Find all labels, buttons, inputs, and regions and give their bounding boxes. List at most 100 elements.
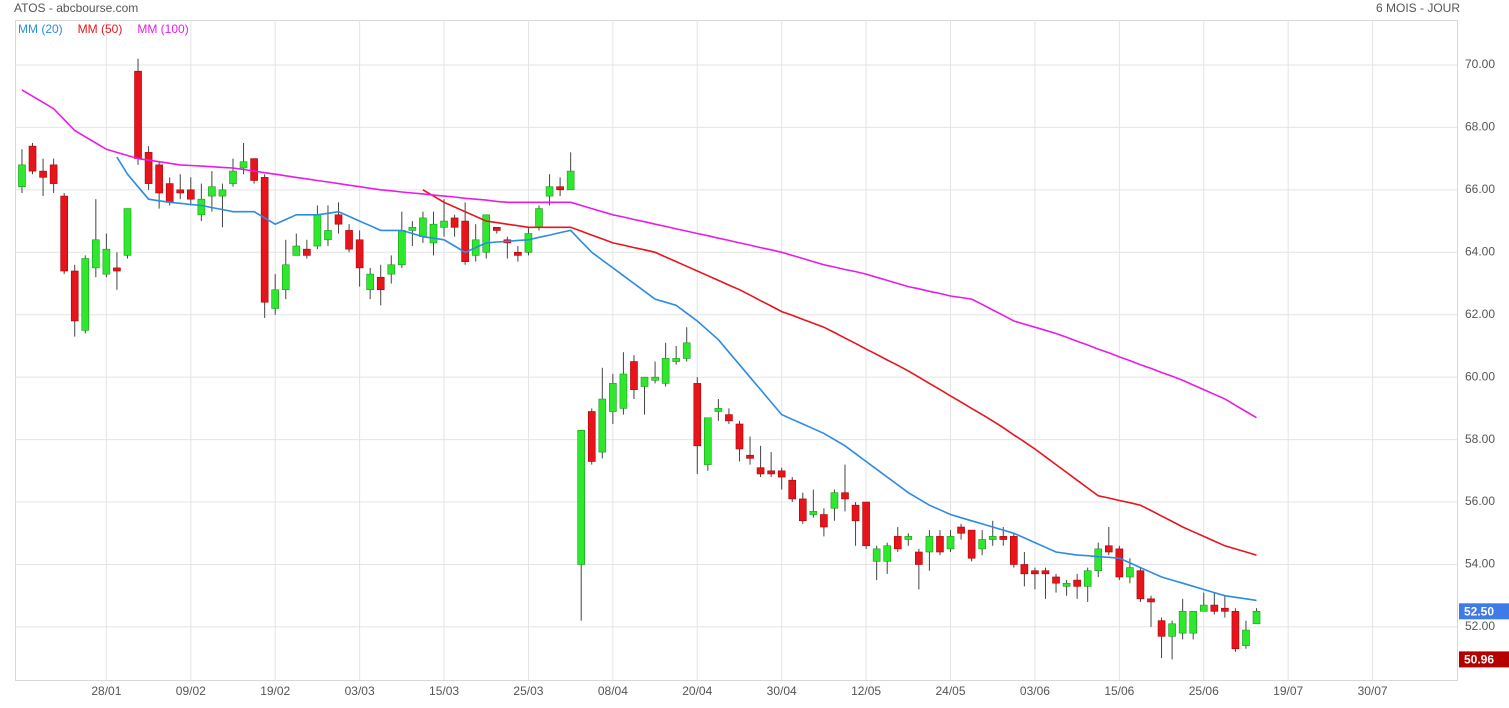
candle-body	[218, 189, 227, 197]
moving-average-line	[116, 156, 1257, 602]
candle-body	[271, 289, 280, 309]
candle-body	[999, 536, 1008, 540]
candle-body	[704, 417, 712, 465]
x-tick-label: 28/01	[91, 684, 121, 698]
x-tick-label: 08/04	[598, 684, 628, 698]
candle-body	[777, 470, 786, 478]
candle-body	[630, 361, 638, 390]
candle-body	[1052, 576, 1060, 584]
price-badge	[1459, 651, 1509, 668]
candle-body	[598, 398, 607, 453]
candle-body	[155, 164, 163, 194]
candle-body	[1010, 536, 1018, 565]
candle-body	[798, 498, 807, 522]
candle-body	[1020, 564, 1029, 575]
candle-body	[355, 239, 364, 269]
candle-body	[102, 248, 111, 275]
candle-body	[92, 239, 100, 269]
candle-body	[714, 408, 723, 412]
candle-body	[1083, 570, 1092, 587]
candle-body	[767, 470, 775, 475]
y-tick-label: 62.00	[1465, 307, 1495, 321]
y-tick-label: 56.00	[1465, 494, 1495, 508]
candle-body	[661, 358, 670, 384]
price-badge-label: 52.50	[1464, 604, 1494, 618]
y-tick-label: 66.00	[1465, 182, 1495, 196]
candle-body	[492, 227, 501, 231]
candle-body	[746, 454, 754, 459]
candle-body	[535, 208, 543, 228]
candle-body	[1231, 611, 1240, 650]
chart-title: ATOS - abcbourse.com	[14, 1, 138, 15]
legend-entry: MM (100)	[137, 22, 188, 36]
candle-body	[1136, 570, 1145, 600]
y-tick-label: 52.00	[1465, 619, 1495, 633]
x-tick-label: 03/06	[1020, 684, 1050, 698]
candle-body	[1147, 598, 1155, 603]
candle-body	[556, 186, 564, 191]
x-tick-label: 15/03	[429, 684, 459, 698]
candle-body	[419, 217, 427, 237]
candle-body	[144, 152, 153, 184]
x-tick-label: 25/03	[513, 684, 543, 698]
candle-body	[334, 214, 343, 225]
candle-body	[1210, 604, 1219, 612]
candle-body	[545, 186, 554, 197]
candle-body	[134, 70, 142, 159]
x-tick-label: 24/05	[936, 684, 966, 698]
candle-body	[123, 208, 132, 256]
candle-body	[1104, 545, 1113, 553]
candle-body	[398, 230, 406, 266]
x-tick-label: 19/02	[260, 684, 290, 698]
candle-body	[587, 411, 596, 462]
candle-body	[303, 248, 311, 256]
x-tick-label: 12/05	[851, 684, 881, 698]
x-tick-label: 30/07	[1358, 684, 1388, 698]
candle-body	[1062, 582, 1071, 587]
candle-body	[208, 186, 216, 197]
candle-body	[682, 342, 691, 359]
candle-body	[862, 501, 870, 547]
x-tick-label: 30/04	[767, 684, 797, 698]
candle-body	[936, 536, 944, 553]
y-tick-label: 70.00	[1465, 57, 1495, 71]
candle-body	[292, 245, 301, 256]
candle-body	[893, 536, 902, 550]
y-tick-label: 64.00	[1465, 244, 1495, 258]
candle-body	[229, 170, 237, 184]
candle-body	[345, 230, 353, 250]
candle-body	[872, 548, 881, 562]
x-tick-label: 19/07	[1273, 684, 1303, 698]
candle-body	[1189, 611, 1198, 634]
candle-body	[841, 492, 849, 500]
y-tick-label: 68.00	[1465, 120, 1495, 134]
candle-body	[735, 423, 744, 450]
candle-body	[376, 276, 385, 291]
candle-body	[978, 539, 986, 550]
price-badge-label: 50.96	[1464, 653, 1494, 667]
candle-body	[324, 230, 332, 241]
candle-body	[461, 220, 469, 262]
candle-body	[1073, 579, 1081, 587]
candle-body	[186, 189, 195, 200]
candle-body	[640, 376, 649, 387]
candle-body	[408, 227, 417, 231]
candle-body	[577, 429, 586, 565]
candle-body	[1199, 604, 1208, 612]
candle-body	[967, 529, 976, 559]
candle-body	[946, 536, 955, 550]
candle-body	[113, 267, 121, 272]
candle-body	[1252, 611, 1261, 625]
candle-body	[366, 273, 374, 291]
candle-body	[820, 514, 828, 528]
candle-body	[1178, 611, 1187, 634]
candle-body	[49, 164, 58, 184]
candle-body	[514, 251, 522, 256]
candle-body	[1242, 629, 1250, 646]
candle-body	[651, 376, 659, 381]
price-badge	[1459, 603, 1509, 620]
candle-body	[60, 195, 68, 272]
candle-body	[693, 383, 702, 447]
candle-body	[1041, 570, 1050, 575]
